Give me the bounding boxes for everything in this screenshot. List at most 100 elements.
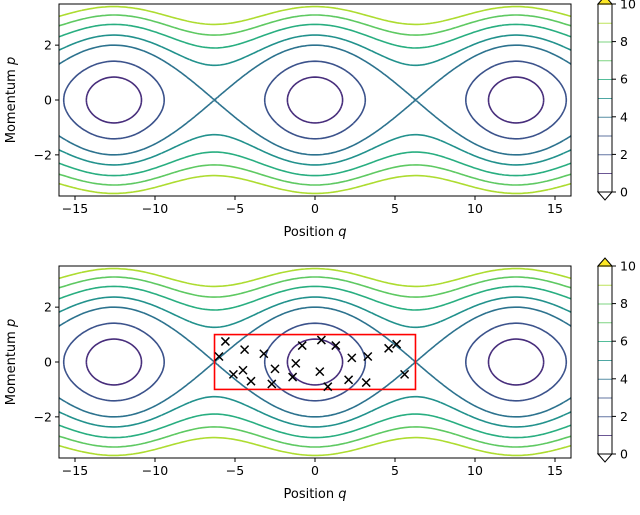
scatter-point	[344, 375, 354, 385]
contour-level-6	[59, 276, 571, 448]
y-tick-label: 2	[44, 38, 52, 53]
contour-level-4	[59, 34, 571, 166]
colorbar-band	[598, 303, 612, 323]
y-tick-label: 0	[44, 355, 52, 370]
x-tick-label: 10	[467, 201, 483, 216]
colorbar-tick-label: 8	[620, 34, 628, 49]
x-tick-label: 0	[311, 201, 319, 216]
scatter-point	[240, 345, 250, 355]
colorbar-band	[598, 322, 612, 342]
x-tick-label: −15	[62, 463, 88, 478]
contour-level-6	[59, 14, 571, 186]
x-tick-label: −10	[142, 463, 168, 478]
contour-level-7	[59, 267, 571, 457]
bottom-contour-panel: −15 −10 −5 0 5 10 15 −2 0 2 Position q Momentum p 0 2…	[4, 257, 636, 502]
x-tick-label: −10	[142, 201, 168, 216]
contour-level-5	[59, 285, 571, 439]
colorbar-band	[598, 173, 612, 192]
scatter-point	[323, 382, 333, 392]
colorbar-tick-label: 10	[620, 259, 636, 274]
scatter-point	[400, 369, 410, 379]
colorbar-band	[598, 79, 612, 98]
colorbar-frame	[597, 3, 613, 193]
contour-lines	[59, 267, 571, 457]
colorbar-extend-min	[596, 453, 614, 463]
scatter-point	[267, 379, 277, 389]
colorbar-band	[598, 41, 612, 61]
colorbar-band	[598, 378, 612, 398]
colorbar-frame	[597, 265, 613, 455]
y-tick-label: −2	[34, 147, 52, 162]
scatter-point	[246, 376, 256, 386]
scatter-point	[220, 336, 230, 346]
x-tick-label: −15	[62, 201, 88, 216]
contour-level-2	[62, 322, 568, 402]
scatter-point	[361, 378, 371, 388]
x-tick-label: 15	[547, 201, 563, 216]
scatter-point	[259, 349, 269, 359]
colorbar-band	[598, 284, 612, 304]
colorbar-tick-label: 2	[620, 147, 628, 162]
y-tick-label: −2	[34, 409, 52, 424]
top-contour-panel: −15 −10 −5 0 5 10 15 −2 0 2 Position q Momentum p 0 2…	[4, 0, 636, 240]
scatter-point	[291, 358, 301, 368]
colorbar-band	[598, 397, 612, 417]
colorbar-band	[598, 154, 612, 174]
colorbar: 0 2 4 6 8 10	[596, 257, 636, 463]
contour-level-3	[59, 306, 571, 418]
colorbar-band	[598, 416, 612, 436]
colorbar-band	[598, 4, 612, 23]
colorbar-extend-max	[596, 257, 614, 267]
scatter-point	[228, 369, 238, 379]
colorbar-band	[598, 435, 612, 454]
scatter-point	[297, 341, 307, 351]
colorbar-tick-label: 4	[620, 371, 628, 386]
contour-lines	[59, 5, 571, 195]
contour-level-1	[85, 338, 545, 386]
contour-level-4	[59, 296, 571, 428]
x-tick-label: 5	[391, 463, 399, 478]
scatter-point	[270, 364, 280, 374]
colorbar-tick-label: 6	[620, 72, 628, 87]
colorbar-tick-label: 2	[620, 409, 628, 424]
scatter-point	[214, 351, 224, 362]
colorbar-tick-label: 4	[620, 109, 628, 124]
x-tick-label: 15	[547, 463, 563, 478]
colorbar-band	[598, 360, 612, 379]
x-tick-label: 10	[467, 463, 483, 478]
x-tick-label: 5	[391, 201, 399, 216]
colorbar-band	[598, 116, 612, 136]
x-tick-label: −5	[226, 201, 244, 216]
scatter-point	[363, 351, 373, 362]
contour-level-2	[62, 60, 568, 140]
region-box	[213, 333, 417, 391]
contour-level-5	[59, 23, 571, 177]
y-axis-label: Momentum p	[4, 319, 19, 405]
colorbar-tick-label: 0	[620, 185, 628, 200]
colorbar-tick-label: 8	[620, 296, 628, 311]
scatter-point	[315, 367, 325, 377]
colorbar-tick-label: 6	[620, 334, 628, 349]
x-tick-label: −5	[226, 463, 244, 478]
colorbar-band	[598, 22, 612, 42]
scatter-point	[347, 353, 357, 363]
scatter-point	[331, 341, 341, 351]
colorbar-tick-label: 10	[620, 0, 636, 12]
y-axis-label: Momentum p	[4, 57, 19, 143]
colorbar-tick-label: 0	[620, 447, 628, 462]
contour-level-1	[85, 76, 545, 124]
axes-frame	[58, 3, 572, 197]
colorbar: 0 2 4 6 8 10	[596, 0, 636, 201]
colorbar-band	[598, 60, 612, 80]
y-tick-label: 2	[44, 300, 52, 315]
contour-level-3	[59, 44, 571, 156]
scatter-point	[288, 372, 298, 382]
colorbar-extend-max	[596, 0, 614, 5]
colorbar-band	[598, 341, 612, 360]
x-axis-label: Position q	[283, 225, 346, 240]
x-tick-label: 0	[311, 463, 319, 478]
x-axis-label: Position q	[283, 487, 346, 502]
colorbar-band	[598, 135, 612, 155]
scatter-point	[384, 343, 394, 353]
contour-level-7	[59, 5, 571, 195]
